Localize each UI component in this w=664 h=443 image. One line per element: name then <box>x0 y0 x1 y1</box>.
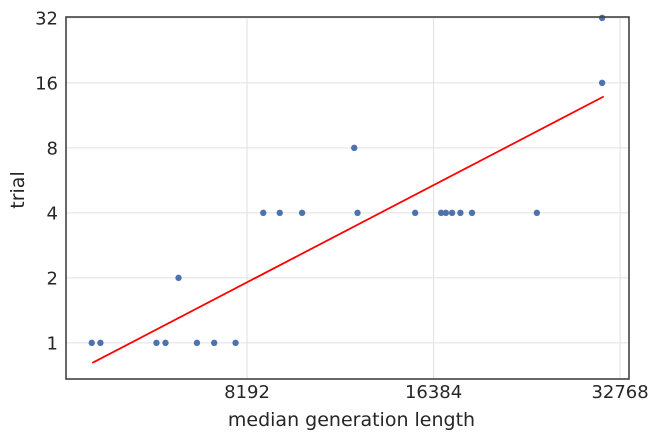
x-tick-label: 8192 <box>224 382 270 403</box>
data-point <box>598 79 606 87</box>
data-point <box>351 144 358 152</box>
data-point <box>232 339 239 347</box>
data-point <box>210 339 218 347</box>
data-point <box>276 209 283 217</box>
data-point <box>442 209 450 217</box>
x-tick-label: 16384 <box>405 382 462 403</box>
y-tick-label: 8 <box>47 138 58 159</box>
data-point <box>97 339 104 347</box>
data-point <box>533 209 541 217</box>
data-point <box>437 209 445 217</box>
y-tick-label: 2 <box>47 268 58 289</box>
data-point <box>153 339 160 347</box>
fit-line <box>92 95 604 364</box>
y-tick-label: 16 <box>35 73 58 94</box>
data-point <box>468 209 476 217</box>
data-point <box>411 209 419 217</box>
data-point <box>448 209 456 217</box>
data-point <box>175 274 182 282</box>
data-point <box>260 209 267 217</box>
data-point <box>354 209 361 217</box>
y-tick-label: 1 <box>47 333 58 354</box>
data-point <box>298 209 306 217</box>
y-axis-label: trial <box>7 171 29 208</box>
y-tick-label: 32 <box>35 8 58 29</box>
data-point <box>457 209 464 217</box>
data-point <box>193 339 201 347</box>
data-point <box>88 339 95 347</box>
plot-border <box>65 16 630 380</box>
data-point <box>162 339 169 347</box>
x-tick-label: 32768 <box>591 382 648 403</box>
y-tick-label: 4 <box>47 203 58 224</box>
data-point <box>598 14 606 22</box>
x-axis-label: median generation length <box>228 409 475 431</box>
